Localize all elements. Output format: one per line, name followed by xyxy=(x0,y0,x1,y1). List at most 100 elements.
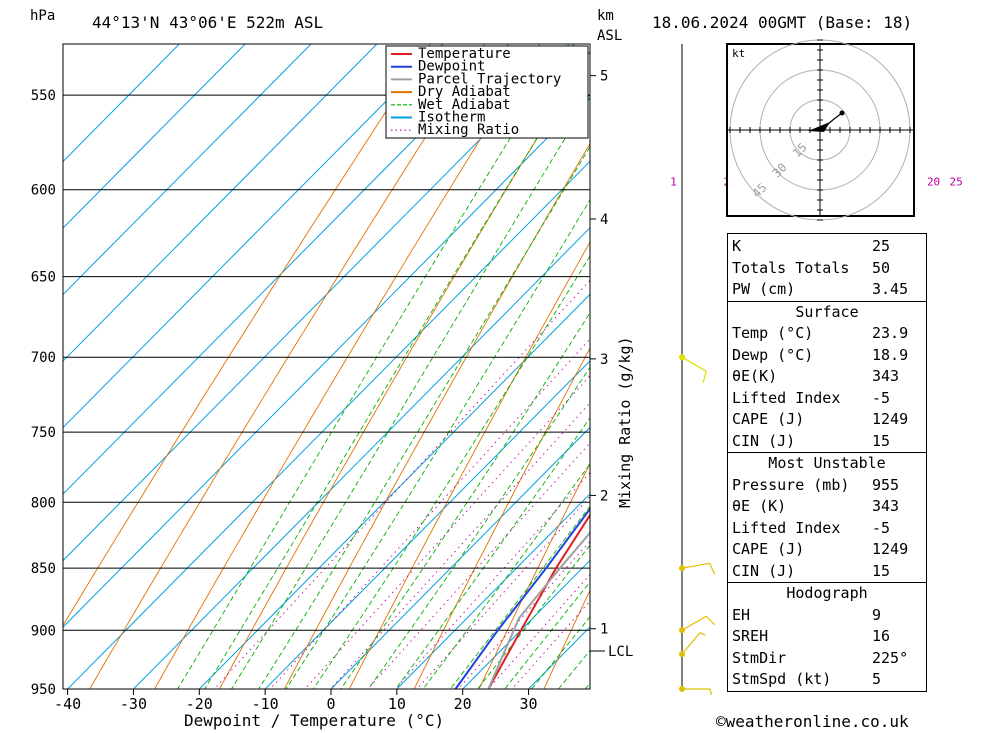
index-row: PW (cm) 3.45 xyxy=(732,279,922,301)
index-row: StmSpd (kt) 5 xyxy=(732,669,922,691)
lcl-label: LCL xyxy=(608,644,633,660)
wet-adiabat-line xyxy=(230,96,590,689)
index-label: CIN (J) xyxy=(732,431,796,450)
height-tick-label: 2 xyxy=(600,488,608,504)
wind-barb xyxy=(679,632,706,658)
x-axis-label: Dewpoint / Temperature (°C) xyxy=(184,711,444,730)
pressure-tick-label: 950 xyxy=(31,682,56,698)
index-label: SREH xyxy=(732,627,769,645)
hodograph-table: Hodograph EH 9 SREH 16 StmDir 225° StmSpd (kt)… xyxy=(727,583,927,692)
wind-barb xyxy=(679,615,716,634)
dewpoint-profile xyxy=(454,507,590,689)
index-row: θE (K) 343 xyxy=(732,496,922,518)
copyright: ©weatheronline.co.uk xyxy=(716,712,909,731)
index-label: θE (K) xyxy=(732,497,787,515)
temperature-tick-label: -40 xyxy=(54,695,81,713)
surface-title: Surface xyxy=(795,302,859,321)
wind-barb xyxy=(679,686,713,695)
pressure-tick-label: 650 xyxy=(31,270,56,286)
pressure-tick-label: 800 xyxy=(31,495,56,511)
hodograph-title: Hodograph xyxy=(786,584,868,602)
height-tick-label: 4 xyxy=(600,212,608,228)
dry-adiabat-line xyxy=(413,347,590,689)
pressure-tick-label: 550 xyxy=(31,88,56,104)
storm-motion-arrow xyxy=(808,122,830,132)
mixing-ratio-line xyxy=(304,375,590,689)
mixing-ratio-axis-label: Mixing Ratio (g/kg) xyxy=(616,336,634,508)
isotherm-line xyxy=(63,44,378,362)
pressure-tick-label: 750 xyxy=(31,425,56,441)
index-value: 18.9 xyxy=(872,345,909,364)
index-value: 15 xyxy=(872,431,891,450)
temperature-tick-label: 0 xyxy=(326,695,335,713)
surface-table: Surface Temp (°C) 23.9 Dewp (°C) 18.9 θE(K) 3… xyxy=(727,301,927,453)
temperature-tick-label: -20 xyxy=(186,695,213,713)
temperature-tick-label: 30 xyxy=(520,695,538,713)
legend-label: Parcel Trajectory xyxy=(418,71,561,87)
index-value: 955 xyxy=(872,475,900,494)
index-row: Dewp (°C) 18.9 xyxy=(732,345,922,367)
pressure-tick-label: 900 xyxy=(31,623,56,639)
datetime-title: 18.06.2024 00GMT (Base: 18) xyxy=(652,13,912,32)
isotherm-line xyxy=(66,160,590,689)
index-label: CAPE (J) xyxy=(732,540,805,558)
location-title: 44°13'N 43°06'E 522m ASL xyxy=(92,13,323,32)
index-label: PW (cm) xyxy=(732,280,796,298)
index-value: 343 xyxy=(872,497,900,515)
index-value: 23.9 xyxy=(872,324,909,342)
wet-adiabat-line xyxy=(258,145,590,689)
plot-frame xyxy=(62,43,591,690)
mixing-ratio-line xyxy=(269,338,590,689)
index-label: CIN (J) xyxy=(732,561,796,580)
indices-panel: K 25 Totals Totals 50 PW (cm) 3.45 Surface Te… xyxy=(727,233,927,692)
mixing-ratio-tick-label: 20 xyxy=(927,176,940,189)
index-row: Lifted Index -5 xyxy=(732,388,922,410)
index-value: 1249 xyxy=(872,540,909,558)
index-label: Totals Totals xyxy=(732,258,850,277)
index-value: 343 xyxy=(872,367,900,385)
temperature-axis: -40 -30 -20 -10 0 10 20 30 xyxy=(54,689,538,713)
index-row: CIN (J) 15 xyxy=(732,561,922,583)
most-unstable-table: Most Unstable Pressure (mb) 955 θE (K) 343 L… xyxy=(727,453,927,583)
temperature-tick-label: 20 xyxy=(454,695,472,713)
index-value: -5 xyxy=(872,518,891,537)
index-label: K xyxy=(732,237,742,255)
wet-adiabat-line xyxy=(285,198,590,689)
dry-adiabat-line xyxy=(154,44,541,689)
legend-label: Dry Adiabat xyxy=(418,84,511,100)
pressure-axis: 3003504004505005506006507007508008509009… xyxy=(31,0,56,698)
indices-top-table: K 25 Totals Totals 50 PW (cm) 3.45 xyxy=(727,233,927,302)
pressure-tick-label: 850 xyxy=(31,561,56,577)
index-row: Totals Totals 50 xyxy=(732,258,922,280)
index-row: Temp (°C) 23.9 xyxy=(732,323,922,345)
legend-label: Mixing Ratio xyxy=(418,122,519,138)
km-unit: km xyxy=(597,8,614,24)
legend-label: Wet Adiabat xyxy=(418,97,511,113)
index-value: 225° xyxy=(872,648,909,667)
mixing-ratio-tick-label: 25 xyxy=(950,176,963,189)
dry-adiabat-line xyxy=(218,50,590,689)
index-value: 15 xyxy=(872,561,891,580)
index-row: CIN (J) 15 xyxy=(732,431,922,453)
temperature-tick-label: -30 xyxy=(120,695,147,713)
wind-barbs xyxy=(679,354,716,695)
profiles xyxy=(454,507,590,689)
mixing-ratio-tick-label: 1 xyxy=(670,176,677,189)
hodograph-unit: kt xyxy=(732,47,745,60)
index-value: 5 xyxy=(872,670,882,688)
legend-label: Isotherm xyxy=(418,110,485,126)
index-value: -5 xyxy=(872,388,891,407)
index-label: CAPE (J) xyxy=(732,410,805,428)
wet-adiabat-line xyxy=(422,463,590,689)
index-row: θE(K) 343 xyxy=(732,366,922,388)
asl-unit: ASL xyxy=(597,28,622,44)
dry-adiabat-line xyxy=(478,462,590,689)
parcel-trajectory-profile xyxy=(487,531,590,689)
wet-adiabat-line xyxy=(312,255,590,689)
height-axis: 12345678 xyxy=(590,69,608,638)
index-row: K 25 xyxy=(732,236,922,258)
dry-adiabat-line xyxy=(63,44,431,627)
wet-adiabat-line xyxy=(395,417,590,689)
index-value: 1249 xyxy=(872,410,909,428)
